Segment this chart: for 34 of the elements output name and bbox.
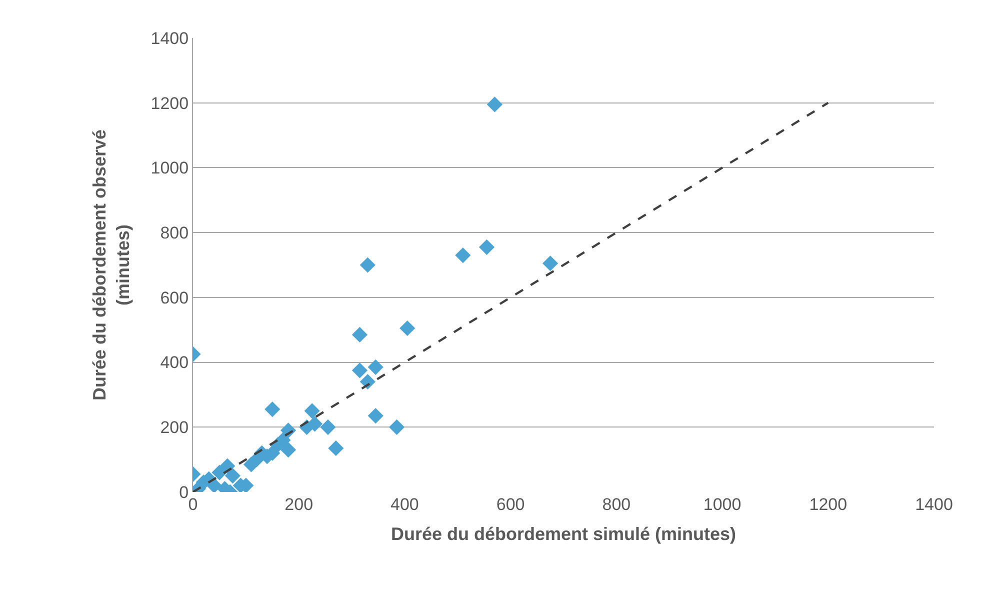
point [542,256,558,272]
point [352,362,368,378]
point [455,247,471,264]
y-tick-label: 1400 [150,28,189,48]
x-axis-title: Durée du débordement simulé (minutes) [390,524,736,544]
point [224,468,240,484]
point [478,239,495,255]
x-tick-label: 1400 [915,495,953,514]
point [360,257,376,273]
x-tick-label: 200 [284,495,314,514]
x-tick-label: 400 [390,495,419,514]
y-tick-label: 400 [160,353,189,372]
y-tick-label: 1000 [150,158,189,178]
point [388,419,405,435]
y-tick-label: 600 [160,288,189,308]
x-tick-label: 800 [602,495,631,514]
x-tick-label: 1200 [809,495,848,514]
y-tick-label: 800 [160,224,189,243]
y-axis-title: Durée du débordement observé (minutes) [90,129,133,401]
y-tick-label: 1200 [150,94,189,113]
point [368,359,384,375]
point [486,96,502,112]
x-tick-label: 1000 [703,495,742,514]
point [400,320,416,336]
point [264,402,280,418]
point [328,440,344,456]
y-tick-label: 200 [160,418,189,438]
x-tick-label: 600 [496,495,525,514]
y-tick-label: 0 [179,482,189,502]
point [304,403,320,419]
point [352,326,368,343]
point [280,442,296,458]
point [320,419,336,435]
point [368,408,384,424]
